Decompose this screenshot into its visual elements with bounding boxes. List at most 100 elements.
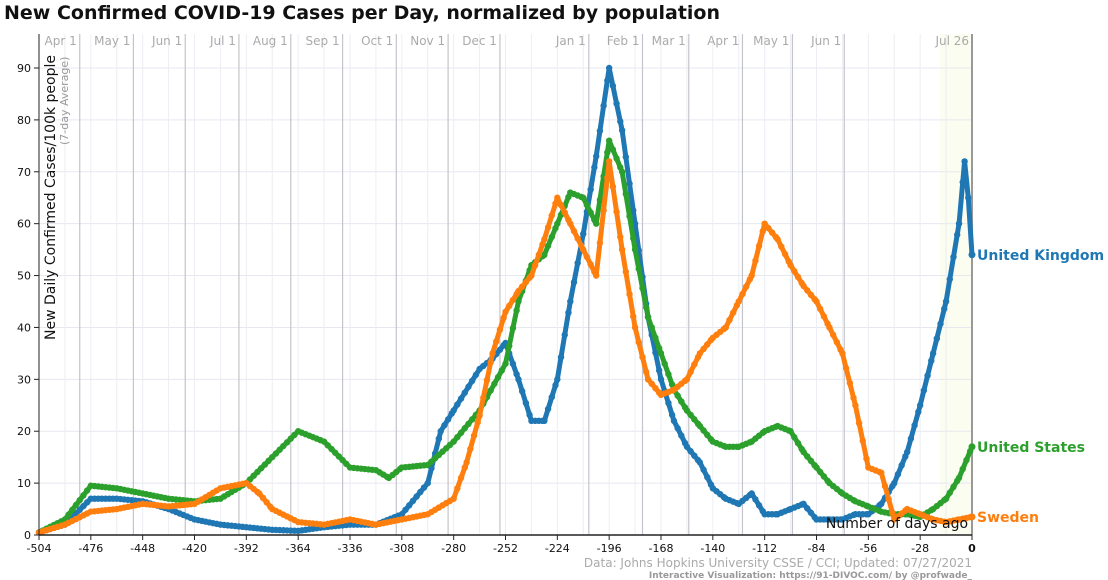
data-point [683,443,691,450]
data-point [618,246,626,253]
data-point [437,428,444,435]
data-point [413,493,420,500]
data-point [609,82,617,89]
y-tick-label: 30 [17,373,31,386]
data-point [752,257,759,264]
data-point [661,360,668,367]
data-point [748,490,755,497]
data-point [450,407,457,414]
data-point [691,452,698,459]
x-tick-label: -56 [859,542,877,555]
data-point [846,379,854,387]
data-point [476,412,483,419]
data-point [604,77,611,84]
data-point [513,370,520,378]
data-point [863,455,870,462]
data-point [468,416,476,423]
data-point [829,331,837,339]
data-point [648,380,655,387]
data-point [402,506,409,513]
data-point [626,180,633,187]
data-point [580,246,587,253]
data-point [498,367,505,374]
y-axis-label: New Daily Confirmed Cases/100k people [43,55,59,340]
data-point [450,438,457,445]
data-point [539,241,546,248]
data-point [963,456,970,464]
data-point [454,433,461,441]
data-point [968,513,976,521]
data-point [642,304,650,311]
data-point [580,194,587,201]
data-point [652,334,659,342]
data-point [256,490,263,497]
data-point [665,370,672,378]
data-point [965,194,972,201]
data-point [557,353,565,361]
x-tick-label: -504 [27,542,52,555]
data-point [655,345,663,352]
data-point [483,376,491,384]
data-point [406,502,413,509]
data-point [946,489,953,496]
data-point [755,502,763,509]
data-point [778,243,785,250]
data-point [928,357,935,365]
data-point [739,290,746,298]
series-label: Sweden [977,510,1039,526]
data-point [687,411,694,419]
x-tick-label: -420 [182,542,207,555]
data-point [800,500,807,508]
data-point [259,494,267,502]
month-label: Jun 1 [151,34,182,48]
data-point [657,376,665,383]
data-point [631,324,639,331]
data-point [644,313,652,321]
data-point [791,433,798,441]
data-source: Data: Johns Hopkins University CSSE / CC… [584,556,972,570]
data-point [852,402,859,409]
data-point [955,474,963,482]
data-point [800,282,807,290]
data-point [674,392,681,399]
data-point [457,429,465,436]
data-point [665,399,672,407]
month-label: Apr 1 [45,34,77,48]
chart-title: New Confirmed COVID-19 Cases per Day, no… [4,2,721,24]
data-point [657,350,665,357]
data-point [567,220,574,227]
month-label: Nov 1 [410,34,445,48]
data-point [600,102,607,110]
data-point [696,422,704,430]
data-point [518,283,526,290]
y-tick-label: 80 [17,114,31,127]
data-point [552,382,559,389]
data-point [885,496,892,503]
data-point [791,267,798,275]
data-point [491,380,498,387]
data-point [742,283,750,290]
data-point [509,360,517,367]
x-tick-label: -448 [130,542,155,555]
data-point [833,339,841,346]
y-tick-label: 0 [24,529,31,542]
data-point [891,479,898,487]
data-point [567,298,574,305]
data-point [541,251,548,258]
month-label: Dec 1 [462,34,497,48]
data-point [83,487,91,494]
data-point [596,239,604,247]
data-point [565,309,572,316]
data-point [467,445,474,453]
data-point [502,308,509,316]
data-point [648,324,655,331]
data-point [417,488,424,496]
data-point [69,506,76,513]
data-point [535,251,543,258]
data-point [544,242,552,250]
data-point [668,381,676,388]
data-point [593,153,600,160]
series-sweden: Sweden [35,158,1039,536]
x-tick-label: -252 [493,542,518,555]
